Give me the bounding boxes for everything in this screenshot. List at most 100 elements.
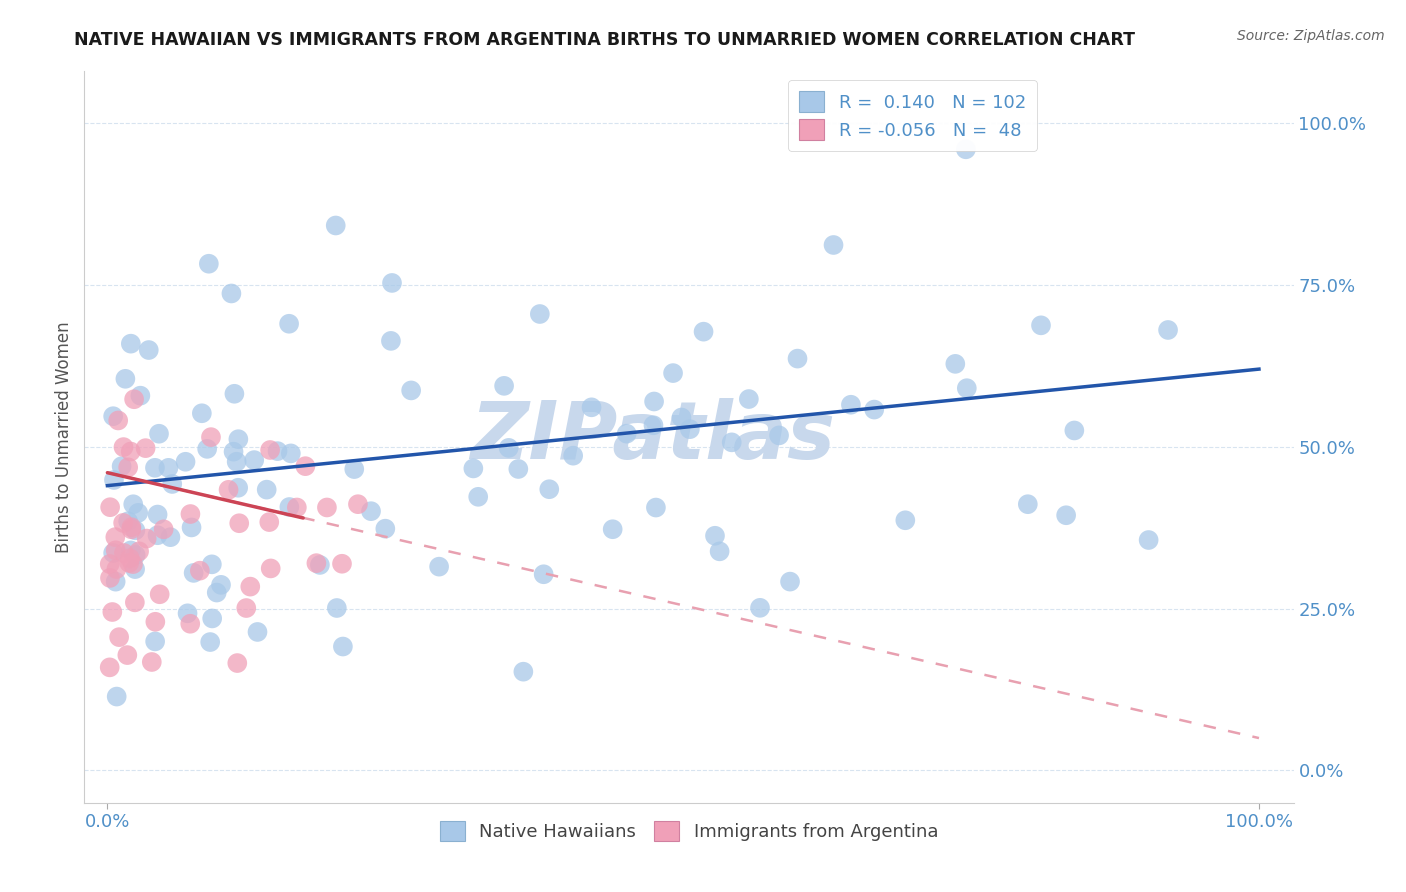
Point	[399, 384, 422, 398]
Point	[221, 286, 243, 301]
Point	[98, 557, 121, 571]
Point	[152, 522, 174, 536]
Point	[141, 655, 163, 669]
Point	[117, 460, 139, 475]
Point	[768, 428, 790, 442]
Point	[101, 409, 124, 424]
Point	[122, 497, 145, 511]
Point	[316, 500, 339, 515]
Point	[104, 574, 127, 589]
Point	[195, 442, 218, 456]
Point	[128, 544, 150, 558]
Point	[294, 459, 316, 474]
Point	[180, 520, 202, 534]
Legend: Native Hawaiians, Immigrants from Argentina: Native Hawaiians, Immigrants from Argent…	[432, 814, 946, 848]
Point	[105, 690, 128, 704]
Point	[228, 516, 250, 531]
Point	[285, 500, 308, 515]
Point	[120, 543, 142, 558]
Point	[143, 634, 166, 648]
Point	[538, 482, 561, 496]
Point	[112, 440, 135, 454]
Text: Source: ZipAtlas.com: Source: ZipAtlas.com	[1237, 29, 1385, 43]
Point	[246, 624, 269, 639]
Point	[112, 546, 135, 560]
Point	[148, 426, 170, 441]
Point	[129, 389, 152, 403]
Point	[143, 615, 166, 629]
Point	[200, 430, 222, 444]
Point	[260, 561, 283, 575]
Point	[198, 635, 221, 649]
Point	[107, 413, 129, 427]
Point	[146, 508, 169, 522]
Y-axis label: Births to Unmarried Women: Births to Unmarried Women	[55, 321, 73, 553]
Point	[494, 379, 516, 393]
Point	[894, 513, 917, 527]
Point	[738, 392, 761, 406]
Point	[720, 435, 742, 450]
Point	[135, 441, 157, 455]
Point	[616, 426, 638, 441]
Point	[124, 562, 146, 576]
Point	[1054, 508, 1077, 523]
Point	[114, 372, 136, 386]
Point	[280, 446, 302, 460]
Point	[228, 432, 250, 446]
Point	[380, 334, 402, 348]
Point	[117, 648, 139, 662]
Point	[1157, 323, 1180, 337]
Point	[118, 556, 141, 570]
Point	[183, 566, 205, 580]
Point	[120, 336, 142, 351]
Point	[146, 528, 169, 542]
Point	[309, 558, 332, 572]
Point	[104, 543, 127, 558]
Point	[786, 351, 808, 366]
Point	[110, 459, 132, 474]
Point	[671, 410, 693, 425]
Point	[325, 219, 347, 233]
Point	[343, 462, 366, 476]
Point	[332, 640, 354, 654]
Point	[360, 504, 382, 518]
Point	[266, 444, 288, 458]
Point	[226, 656, 249, 670]
Point	[143, 460, 166, 475]
Point	[157, 460, 180, 475]
Point	[159, 530, 181, 544]
Point	[1137, 533, 1160, 547]
Point	[955, 142, 977, 156]
Point	[226, 481, 249, 495]
Point	[427, 559, 450, 574]
Point	[105, 562, 128, 576]
Point	[643, 394, 665, 409]
Point	[278, 500, 301, 514]
Text: ZIPatlas: ZIPatlas	[470, 398, 835, 476]
Point	[1017, 497, 1039, 511]
Point	[381, 276, 404, 290]
Point	[179, 507, 201, 521]
Point	[259, 515, 281, 529]
Point	[512, 665, 534, 679]
Point	[201, 558, 224, 572]
Point	[120, 522, 142, 536]
Point	[463, 461, 485, 475]
Point	[749, 600, 772, 615]
Point	[374, 522, 396, 536]
Point	[943, 357, 966, 371]
Point	[863, 402, 886, 417]
Point	[124, 524, 146, 538]
Point	[259, 442, 281, 457]
Point	[562, 449, 585, 463]
Point	[98, 660, 121, 674]
Point	[692, 325, 714, 339]
Point	[124, 595, 146, 609]
Point	[602, 522, 624, 536]
Point	[218, 483, 240, 497]
Point	[162, 477, 184, 491]
Point	[198, 257, 221, 271]
Point	[347, 497, 370, 511]
Point	[120, 520, 142, 534]
Point	[179, 616, 201, 631]
